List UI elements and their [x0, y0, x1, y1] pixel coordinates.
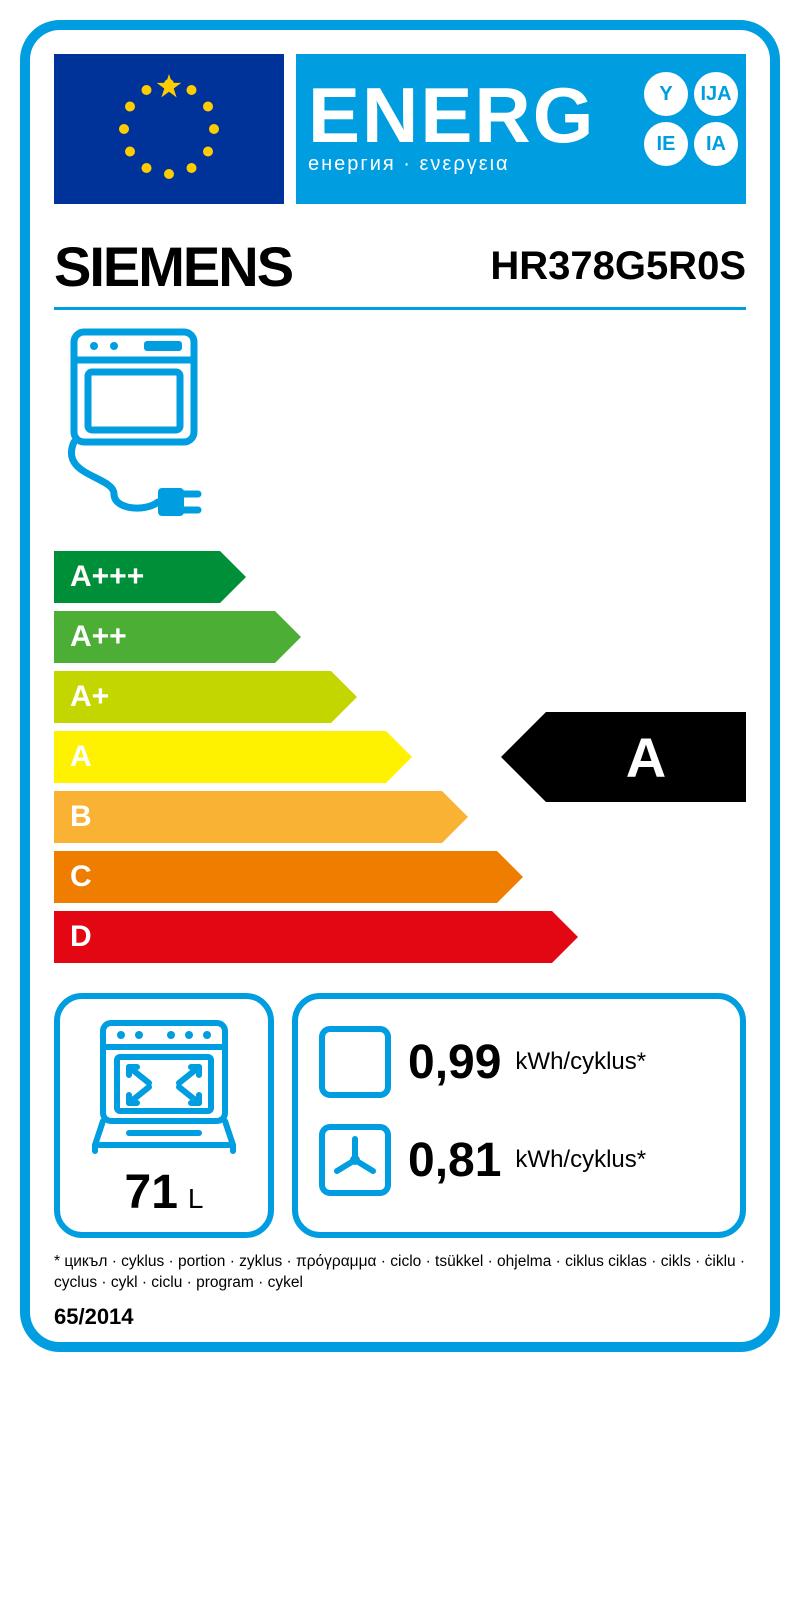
suffix-bubble: IE [644, 122, 688, 166]
suffix-bubbles: Y IJA IE IA [644, 72, 738, 166]
consumption-line: 0,81 kWh/cyklus* [316, 1121, 722, 1199]
oven-volume-icon [89, 1017, 239, 1157]
suffix-bubble: Y [644, 72, 688, 116]
efficiency-arrow-row: A++ [54, 611, 746, 663]
volume-unit: L [188, 1183, 204, 1215]
suffix-bubble: IA [694, 122, 738, 166]
consumption-line: 0,99 kWh/cyklus* [316, 1023, 722, 1101]
energ-strip: ENERG енергия · ενεργεια Y IJA IE IA [296, 54, 746, 204]
efficiency-arrow: A+++ [54, 551, 220, 603]
efficiency-arrow: B [54, 791, 442, 843]
brand-name: SIEMENS [54, 234, 292, 299]
model-number: HR378G5R0S [490, 244, 746, 289]
spec-row: 71 L 0,99 kWh/cyklus* [54, 993, 746, 1238]
volume-box: 71 L [54, 993, 274, 1238]
fan-heating-icon [316, 1121, 394, 1199]
consumption-unit: kWh/cyklus* [515, 1048, 646, 1076]
efficiency-arrow: A [54, 731, 386, 783]
efficiency-arrow: C [54, 851, 497, 903]
consumption-value: 0,99 [408, 1035, 501, 1090]
efficiency-arrow-row: C [54, 851, 746, 903]
oven-with-plug-icon [54, 326, 746, 521]
regulation-reference: 65/2014 [54, 1304, 746, 1330]
efficiency-scale: A+++A++A+ABCDA [54, 551, 746, 963]
suffix-bubble: IJA [694, 72, 738, 116]
header: ENERG енергия · ενεργεια Y IJA IE IA [54, 54, 746, 204]
brand-row: SIEMENS HR378G5R0S [54, 234, 746, 310]
efficiency-arrow-row: A+++ [54, 551, 746, 603]
efficiency-arrow: A+ [54, 671, 331, 723]
volume-value: 71 [125, 1165, 178, 1220]
efficiency-arrow-row: D [54, 911, 746, 963]
volume-value-row: 71 L [125, 1165, 204, 1220]
conventional-heating-icon [316, 1023, 394, 1101]
efficiency-class-marker: A [546, 712, 746, 802]
consumption-value: 0,81 [408, 1133, 501, 1188]
eu-flag-icon [54, 54, 284, 204]
consumption-box: 0,99 kWh/cyklus* 0,81 kWh/cyklus* [292, 993, 746, 1238]
efficiency-arrow: D [54, 911, 552, 963]
efficiency-arrow: A++ [54, 611, 275, 663]
footnote: * цикъл · cyklus · portion · zyklus · πρ… [54, 1252, 746, 1294]
energy-label: ENERG енергия · ενεργεια Y IJA IE IA SIE… [20, 20, 780, 1352]
consumption-unit: kWh/cyklus* [515, 1146, 646, 1174]
